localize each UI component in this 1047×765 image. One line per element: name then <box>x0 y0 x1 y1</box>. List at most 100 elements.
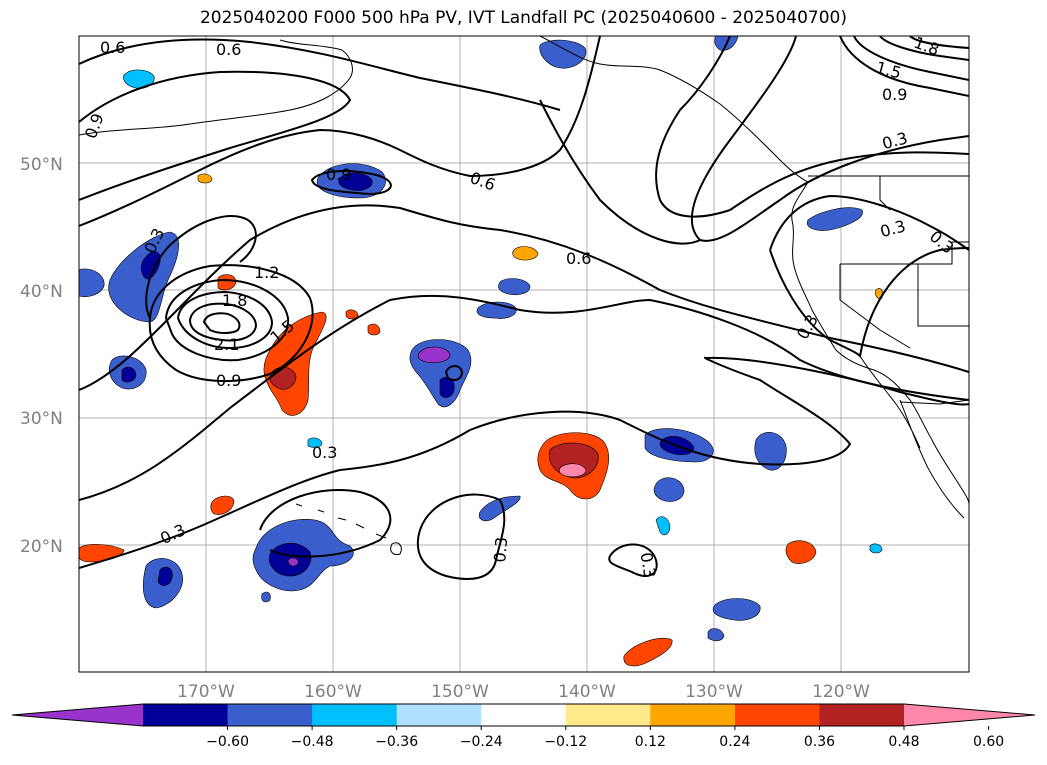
contour-label: 0.3 <box>636 551 659 579</box>
colorbar-tick-label: 0.48 <box>888 734 919 750</box>
coastline-north-america <box>791 181 969 505</box>
contour-label: 2.1 <box>214 335 239 354</box>
colorbar: −0.60 −0.48 −0.36 −0.24 −0.12 0.12 0.24 0.36 0.4… <box>11 703 1036 750</box>
neg-blob-mid-1-core <box>439 377 455 398</box>
neg-blob-mid-small-2 <box>498 278 531 296</box>
graticule <box>79 36 969 672</box>
lon-label: 120°W <box>812 682 870 702</box>
pv-contour-ne-2 <box>853 36 969 81</box>
map-frame <box>78 35 970 673</box>
pv-contour-0-3-south <box>79 356 852 569</box>
colorbar-segment <box>396 704 482 726</box>
neg-blob-small-c <box>261 591 271 603</box>
neg-blob-west-1-core <box>140 251 161 280</box>
pos-blob-small-d <box>217 274 237 291</box>
contour-label: 0.6 <box>216 40 241 59</box>
contour-label: 1.8 <box>222 291 247 310</box>
pv-contour-ne-6 <box>655 36 969 218</box>
neg-blob-oregon <box>806 207 863 231</box>
pv-contour-0-3-sw-loop <box>259 488 392 558</box>
neg-blob-east-4 <box>712 598 761 621</box>
pv-contour-0-6-north <box>79 38 561 111</box>
neg-blob-mid-1-violet <box>417 346 451 364</box>
lon-label: 160°W <box>304 682 362 702</box>
pv-contour-loop-small <box>444 365 464 381</box>
hawaii-islands <box>295 503 402 555</box>
pv-contour-ne-5 <box>691 36 969 242</box>
contour-label: 0.3 <box>312 443 337 462</box>
state-border-2 <box>840 241 969 265</box>
pv-contour-0-6-gulf <box>79 36 601 227</box>
pv-contour-0-3-southcenter <box>416 493 506 580</box>
coastline-alaska <box>79 36 809 183</box>
pos-blob-small-h <box>197 173 213 184</box>
lon-label: 150°W <box>431 682 489 702</box>
map-panel <box>79 36 969 672</box>
lat-label: 40°N <box>20 282 63 302</box>
positive-anomaly-fills <box>79 173 883 667</box>
contour-label: 1.2 <box>254 263 279 282</box>
colorbar-tick-label: −0.36 <box>375 734 418 750</box>
coastlines <box>79 36 969 555</box>
neg-blob-east-6 <box>655 516 671 536</box>
colorbar-tick-label: −0.48 <box>291 734 334 750</box>
colorbar-segment <box>565 704 651 726</box>
neg-blob-east-small <box>869 543 883 554</box>
pos-blob-small-g <box>512 246 539 261</box>
pos-blob-east-small <box>785 540 817 564</box>
neg-blob-west-2-core <box>121 366 137 383</box>
coastline-baja <box>859 355 965 519</box>
pv-contour-low-1 <box>148 264 314 382</box>
pv-contour-blob-1 <box>310 170 392 196</box>
pv-contour-coast-2 <box>769 247 969 359</box>
intl-border <box>899 399 969 405</box>
pv-contour-0-3-east-loop <box>705 356 969 406</box>
colorbar-segment <box>819 704 905 726</box>
pv-contour-0-3-southeast <box>608 543 658 577</box>
neg-blob-central-north-core <box>338 172 373 191</box>
pv-contour-ne-4 <box>909 36 969 49</box>
colorbar-tick-label: −0.60 <box>206 734 249 750</box>
colorbar-segment <box>481 704 567 726</box>
colorbar-extend-high <box>904 704 1035 726</box>
neg-blob-southwest-2-core <box>157 566 173 586</box>
neg-blob-east-5 <box>707 628 725 642</box>
map-title: 2025040200 F000 500 hPa PV, IVT Landfall… <box>199 8 847 28</box>
longitude-labels: 170°W 160°W 150°W 140°W 130°W 120°W <box>177 682 870 702</box>
colorbar-tick-label: 0.36 <box>804 734 835 750</box>
pv-contour-low-5 <box>202 312 241 334</box>
colorbar-segment <box>312 704 398 726</box>
neg-blob-east-3 <box>653 477 685 502</box>
lat-label: 20°N <box>20 537 63 557</box>
pv-contour-low-hook <box>145 215 257 319</box>
colorbar-tick-label: 0.12 <box>635 734 666 750</box>
colorbar-outline <box>11 703 1036 727</box>
pv-contour-ne-3 <box>879 36 969 61</box>
neg-blob-gulf-alaska <box>539 39 587 69</box>
contour-label: 0.9 <box>326 165 351 184</box>
pv-contour-low-2 <box>164 278 290 362</box>
pv-contour-0-9-north <box>79 70 352 201</box>
lon-label: 170°W <box>177 682 235 702</box>
colorbar-tick-label: −0.12 <box>544 734 587 750</box>
state-border-4 <box>917 264 969 327</box>
colorbar-segment <box>143 704 229 726</box>
pv-contour-0-3-mid <box>79 294 969 501</box>
pv-contour-ne-1 <box>839 36 969 97</box>
latitude-labels: 50°N 40°N 30°N 20°N <box>20 155 63 557</box>
colorbar-tick-label: −0.24 <box>460 734 503 750</box>
pos-blob-south-east <box>623 637 673 667</box>
colorbar-segment <box>650 704 736 726</box>
pv-contours <box>79 36 969 580</box>
state-border-5 <box>879 176 891 211</box>
pos-blob-small-f <box>367 323 381 336</box>
colorbar-segment <box>734 704 820 726</box>
contour-label: 0.6 <box>566 249 591 268</box>
pv-contour-gulf-inner <box>539 99 701 245</box>
lon-label: 140°W <box>558 682 616 702</box>
neg-blob-southwest-1-violet <box>287 557 299 567</box>
state-border-3 <box>839 264 911 349</box>
pos-blob-west-tiny-1 <box>210 495 235 515</box>
contour-label: 0.9 <box>882 85 907 104</box>
